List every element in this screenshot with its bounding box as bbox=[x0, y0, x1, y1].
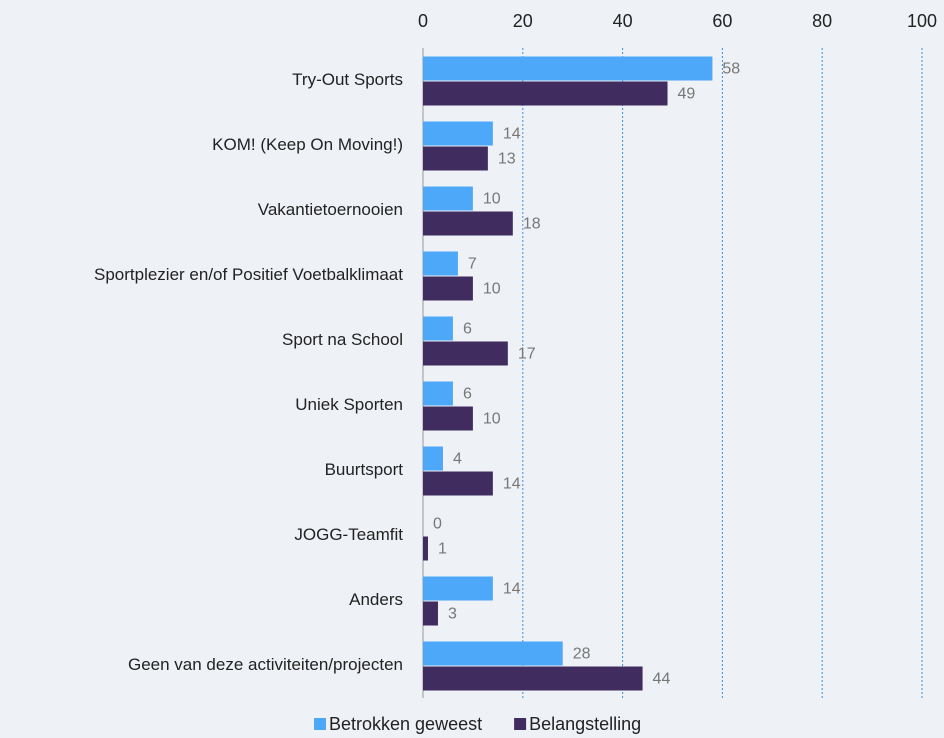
bar bbox=[423, 121, 493, 146]
bar bbox=[423, 601, 438, 626]
y-tick-label: Try-Out Sports bbox=[292, 70, 403, 89]
y-tick-label: JOGG-Teamfit bbox=[294, 525, 403, 544]
value-label: 58 bbox=[722, 61, 740, 78]
legend-label: Belangstelling bbox=[529, 714, 641, 734]
y-tick-label: Sport na School bbox=[282, 330, 403, 349]
bar bbox=[423, 146, 488, 171]
bar bbox=[423, 471, 493, 496]
value-label: 0 bbox=[433, 516, 442, 533]
value-label: 17 bbox=[518, 346, 536, 363]
bar bbox=[423, 211, 513, 236]
value-label: 4 bbox=[453, 451, 462, 468]
value-label: 14 bbox=[503, 581, 521, 598]
bar bbox=[423, 666, 643, 691]
value-label: 14 bbox=[503, 126, 521, 143]
value-label: 10 bbox=[483, 411, 501, 428]
bar bbox=[423, 56, 713, 81]
bar bbox=[423, 186, 473, 211]
y-tick-label: Geen van deze activiteiten/projecten bbox=[128, 655, 403, 674]
value-label: 28 bbox=[573, 646, 591, 663]
x-tick-label: 100 bbox=[907, 11, 937, 31]
x-tick-label: 60 bbox=[712, 11, 732, 31]
bar bbox=[423, 576, 493, 601]
value-label: 14 bbox=[503, 476, 521, 493]
value-label: 44 bbox=[653, 671, 671, 688]
bar bbox=[423, 251, 458, 276]
y-tick-label: Buurtsport bbox=[325, 460, 404, 479]
value-label: 10 bbox=[483, 281, 501, 298]
bar bbox=[423, 81, 668, 106]
value-label: 1 bbox=[438, 541, 447, 558]
value-label: 6 bbox=[463, 386, 472, 403]
bar bbox=[423, 276, 473, 301]
legend-swatch bbox=[314, 718, 326, 730]
value-label: 49 bbox=[678, 86, 696, 103]
legend-label: Betrokken geweest bbox=[329, 714, 482, 734]
bar bbox=[423, 316, 453, 341]
bar bbox=[423, 381, 453, 406]
y-tick-label: Vakantietoernooien bbox=[258, 200, 403, 219]
y-tick-label: KOM! (Keep On Moving!) bbox=[212, 135, 403, 154]
y-tick-label: Anders bbox=[349, 590, 403, 609]
bar bbox=[423, 641, 563, 666]
legend-swatch bbox=[514, 718, 527, 730]
bar bbox=[423, 536, 428, 561]
bar bbox=[423, 341, 508, 366]
bar bbox=[423, 446, 443, 471]
bar bbox=[423, 406, 473, 431]
x-tick-label: 20 bbox=[513, 11, 533, 31]
y-tick-label: Uniek Sporten bbox=[295, 395, 403, 414]
value-label: 18 bbox=[523, 216, 541, 233]
y-tick-label: Sportplezier en/of Positief Voetbalklima… bbox=[94, 265, 403, 284]
value-label: 10 bbox=[483, 191, 501, 208]
value-label: 6 bbox=[463, 321, 472, 338]
value-label: 7 bbox=[468, 256, 477, 273]
value-label: 13 bbox=[498, 151, 516, 168]
x-tick-label: 40 bbox=[613, 11, 633, 31]
x-tick-label: 80 bbox=[812, 11, 832, 31]
value-label: 3 bbox=[448, 606, 457, 623]
x-tick-label: 0 bbox=[418, 11, 428, 31]
